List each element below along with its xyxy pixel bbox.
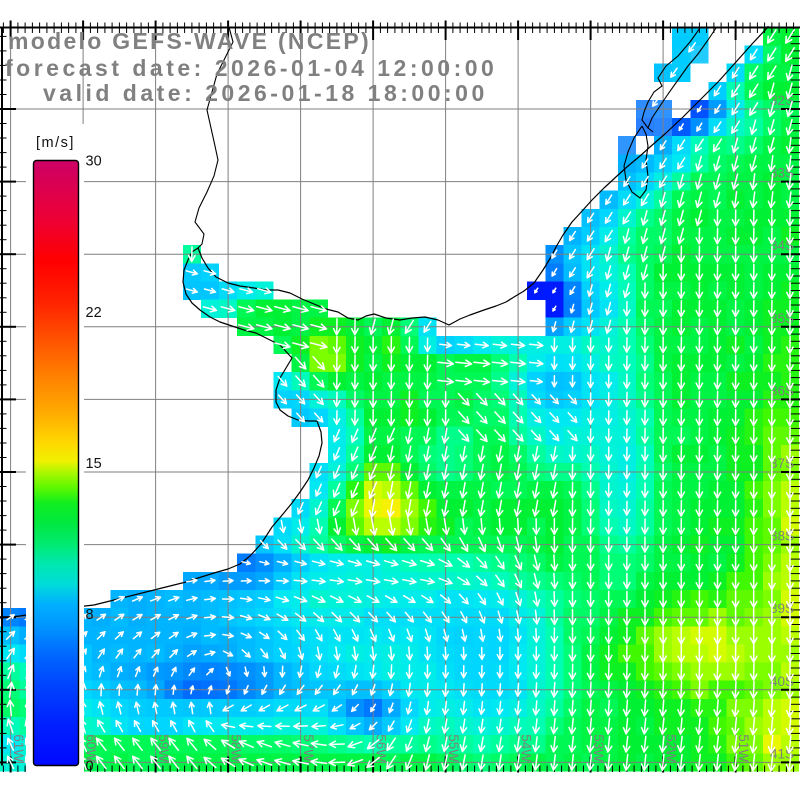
svg-text:forecast date: 2026-01-04 12:0: forecast date: 2026-01-04 12:00:00 — [5, 55, 497, 81]
svg-text:15: 15 — [86, 456, 102, 472]
svg-text:53W: 53W — [591, 734, 606, 762]
svg-text:58W: 58W — [229, 734, 244, 762]
svg-text:56W: 56W — [374, 734, 389, 762]
svg-text:52W: 52W — [664, 734, 679, 762]
svg-text:[m/s]: [m/s] — [36, 135, 75, 151]
svg-text:8: 8 — [86, 607, 94, 623]
svg-text:57W: 57W — [301, 734, 316, 762]
svg-text:30: 30 — [86, 154, 102, 170]
svg-text:55W: 55W — [446, 734, 461, 762]
svg-text:22: 22 — [86, 305, 102, 321]
svg-text:modelo GEFS-WAVE (NCEP): modelo GEFS-WAVE (NCEP) — [8, 28, 371, 54]
svg-text:54W: 54W — [519, 734, 534, 762]
svg-text:0: 0 — [86, 759, 94, 775]
svg-text:61W: 61W — [11, 734, 26, 762]
svg-text:valid date: 2026-01-18 18:00:0: valid date: 2026-01-18 18:00:00 — [43, 80, 488, 106]
